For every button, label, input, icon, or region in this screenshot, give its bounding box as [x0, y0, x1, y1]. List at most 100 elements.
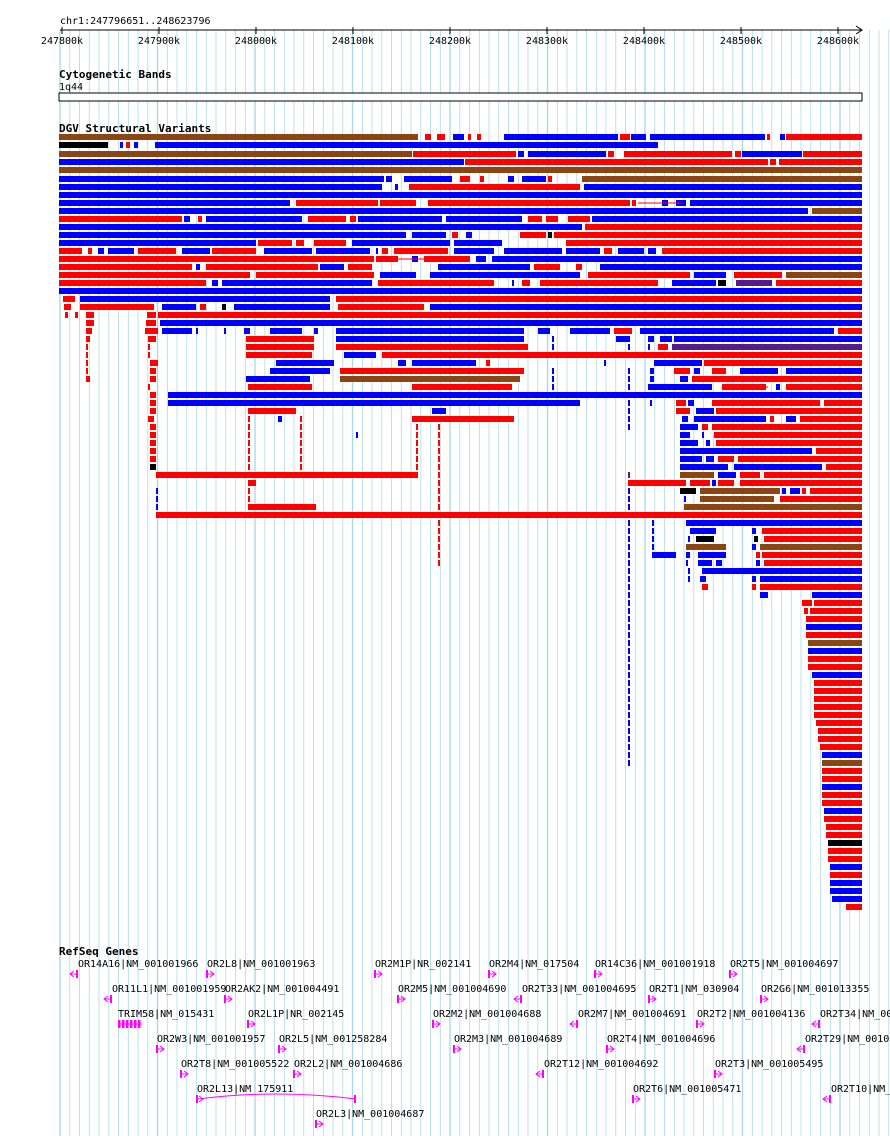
- structural-variant[interactable]: [522, 280, 530, 286]
- structural-variant[interactable]: [812, 592, 862, 598]
- structural-variant[interactable]: [59, 272, 250, 278]
- structural-variant[interactable]: [702, 432, 704, 438]
- structural-variant[interactable]: [276, 360, 334, 366]
- structural-variant[interactable]: [80, 296, 330, 302]
- structural-variant[interactable]: [59, 208, 808, 214]
- structural-variant[interactable]: [690, 200, 862, 206]
- structural-variant[interactable]: [552, 376, 554, 382]
- structural-variant[interactable]: [652, 544, 654, 550]
- structural-variant[interactable]: [86, 328, 92, 334]
- structural-variant[interactable]: [386, 176, 392, 182]
- structural-variant[interactable]: [648, 344, 650, 350]
- structural-variant[interactable]: [476, 256, 486, 262]
- structural-variant[interactable]: [684, 504, 862, 510]
- structural-variant[interactable]: [378, 280, 494, 286]
- structural-variant[interactable]: [680, 488, 696, 494]
- structural-variant[interactable]: [680, 448, 812, 454]
- structural-variant[interactable]: [628, 424, 630, 430]
- structural-variant[interactable]: [628, 720, 630, 726]
- structural-variant[interactable]: [631, 134, 646, 140]
- structural-variant[interactable]: [432, 408, 446, 414]
- structural-variant[interactable]: [628, 584, 630, 590]
- structural-variant[interactable]: [632, 200, 636, 206]
- structural-variant[interactable]: [604, 360, 606, 366]
- structural-variant[interactable]: [568, 216, 590, 222]
- gene-feature[interactable]: OR2L8|NM_001001963: [206, 959, 315, 978]
- gene-feature[interactable]: OR2AK2|NM_001004491: [224, 984, 339, 1003]
- structural-variant[interactable]: [59, 224, 582, 230]
- structural-variant[interactable]: [818, 728, 862, 734]
- structural-variant[interactable]: [616, 336, 630, 342]
- structural-variant[interactable]: [248, 408, 296, 414]
- structural-variant[interactable]: [380, 272, 416, 278]
- structural-variant[interactable]: [824, 400, 862, 406]
- structural-variant[interactable]: [437, 134, 445, 140]
- structural-variant[interactable]: [718, 280, 726, 286]
- structural-variant[interactable]: [554, 232, 862, 238]
- structural-variant[interactable]: [148, 336, 156, 342]
- structural-variant[interactable]: [650, 368, 654, 374]
- structural-variant[interactable]: [814, 600, 862, 606]
- structural-variant[interactable]: [126, 142, 130, 148]
- structural-variant[interactable]: [412, 360, 476, 366]
- gene-feature[interactable]: OR2T1|NM_030904: [648, 984, 739, 1003]
- structural-variant[interactable]: [628, 760, 630, 766]
- structural-variant[interactable]: [804, 608, 808, 614]
- structural-variant[interactable]: [628, 728, 630, 734]
- structural-variant[interactable]: [736, 280, 772, 286]
- structural-variant[interactable]: [248, 384, 312, 390]
- structural-variant[interactable]: [770, 416, 774, 422]
- structural-variant[interactable]: [146, 320, 156, 326]
- structural-variant[interactable]: [810, 608, 862, 614]
- structural-variant[interactable]: [425, 134, 431, 140]
- structural-variant[interactable]: [628, 496, 630, 502]
- structural-variant[interactable]: [628, 568, 630, 574]
- structural-variant[interactable]: [672, 344, 862, 350]
- structural-variant[interactable]: [652, 528, 654, 534]
- structural-variant[interactable]: [59, 142, 108, 148]
- structural-variant[interactable]: [63, 296, 75, 302]
- structural-variant[interactable]: [428, 200, 630, 206]
- structural-variant[interactable]: [234, 304, 330, 310]
- structural-variant[interactable]: [430, 272, 580, 278]
- structural-variant[interactable]: [508, 176, 514, 182]
- structural-variant[interactable]: [416, 448, 418, 454]
- structural-variant[interactable]: [786, 134, 862, 140]
- structural-variant[interactable]: [628, 536, 630, 542]
- structural-variant[interactable]: [680, 456, 702, 462]
- structural-variant[interactable]: [686, 552, 690, 558]
- structural-variant[interactable]: [59, 176, 384, 182]
- structural-variant[interactable]: [196, 328, 198, 334]
- structural-variant[interactable]: [688, 576, 690, 582]
- structural-variant[interactable]: [438, 472, 440, 478]
- gene-feature[interactable]: OR2T33|NM_001004695: [513, 984, 636, 1003]
- coordinate-ruler[interactable]: chr1:247796651..248623796 247800k 247900k…: [41, 16, 863, 47]
- structural-variant[interactable]: [760, 584, 862, 590]
- gene-feature[interactable]: OR2T8|NM_001005522: [180, 1059, 289, 1078]
- structural-variant[interactable]: [740, 472, 760, 478]
- structural-variant[interactable]: [416, 432, 418, 438]
- structural-variant[interactable]: [808, 656, 862, 662]
- structural-variant[interactable]: [198, 216, 202, 222]
- structural-variant[interactable]: [248, 488, 250, 494]
- structural-variant[interactable]: [212, 280, 218, 286]
- structural-variant[interactable]: [582, 176, 862, 182]
- structural-variant[interactable]: [150, 432, 156, 438]
- structural-variant[interactable]: [826, 464, 862, 470]
- structural-variant[interactable]: [150, 392, 156, 398]
- structural-variant[interactable]: [662, 248, 862, 254]
- structural-variant[interactable]: [158, 312, 862, 318]
- structural-variant[interactable]: [786, 368, 862, 374]
- structural-variant[interactable]: [648, 384, 712, 390]
- structural-variant[interactable]: [150, 360, 158, 366]
- structural-variant[interactable]: [838, 328, 862, 334]
- structural-variant[interactable]: [742, 151, 802, 157]
- structural-variant[interactable]: [150, 408, 156, 414]
- structural-variant[interactable]: [628, 600, 630, 606]
- structural-variant[interactable]: [528, 216, 542, 222]
- structural-variant[interactable]: [248, 504, 316, 510]
- structural-variant[interactable]: [735, 151, 741, 157]
- structural-variant[interactable]: [358, 216, 442, 222]
- cytoband-track[interactable]: Cytogenetic Bands 1q44: [58, 68, 863, 102]
- structural-variant[interactable]: [246, 344, 314, 350]
